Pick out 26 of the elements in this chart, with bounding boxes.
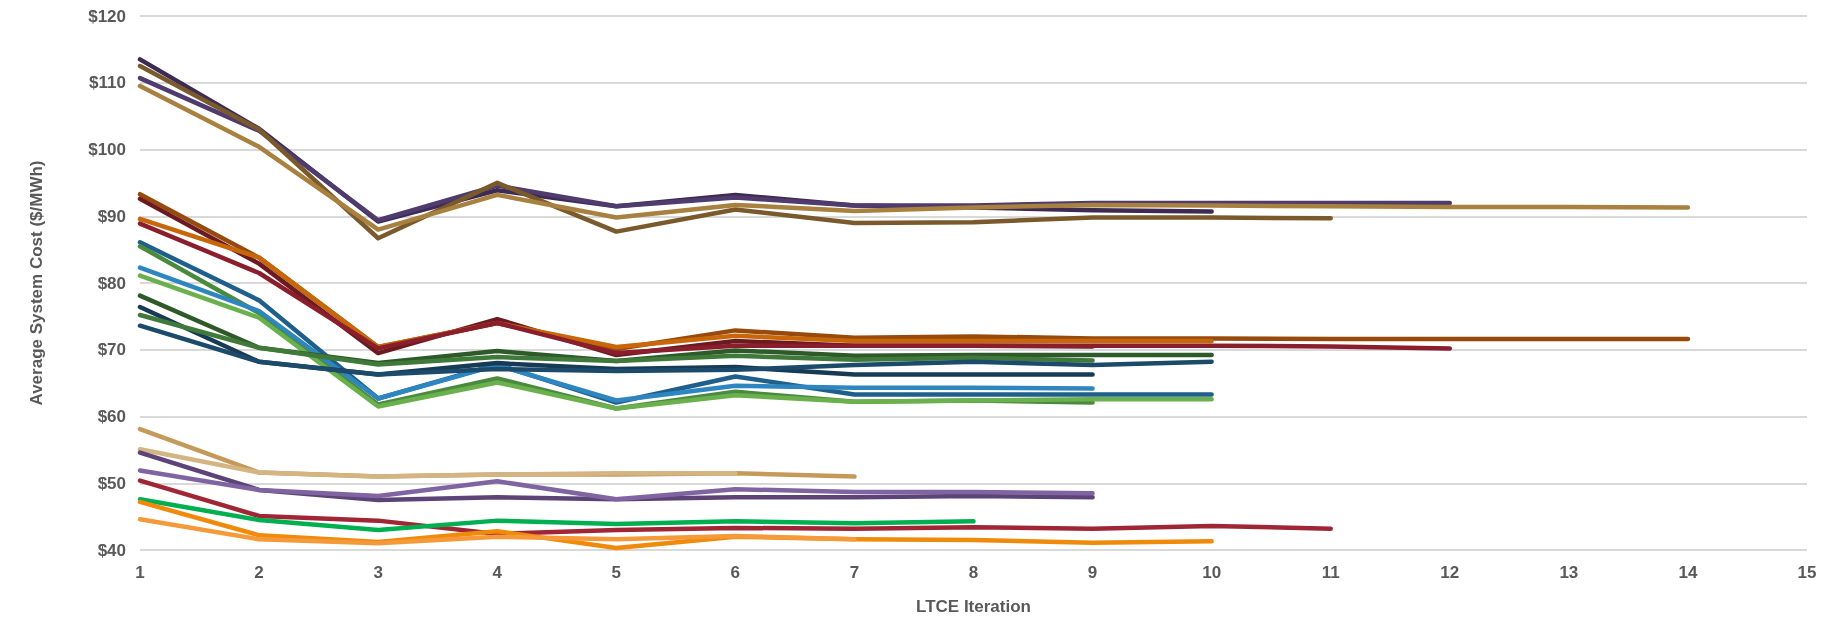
y-tick-label: $110 (89, 73, 126, 93)
y-tick-label: $40 (97, 540, 126, 560)
x-tick-label: 7 (849, 563, 860, 582)
x-tick-label: 15 (1797, 563, 1817, 582)
x-tick-label: 10 (1202, 563, 1222, 582)
y-tick-label: $50 (97, 473, 126, 493)
x-tick-label: 1 (135, 563, 145, 582)
x-tick-label: 2 (254, 563, 264, 582)
y-tick-label: $70 (97, 340, 126, 360)
x-tick-label: 5 (611, 563, 622, 582)
x-tick-label: 11 (1321, 563, 1340, 582)
x-tick-label: 12 (1440, 563, 1460, 582)
x-tick-label: 6 (730, 563, 741, 582)
y-axis-title: Average System Cost ($/MWh) (27, 160, 46, 406)
x-tick-label: 9 (1087, 563, 1098, 582)
y-tick-label: $120 (88, 6, 126, 26)
x-tick-label: 3 (373, 563, 383, 582)
x-tick-label: 8 (968, 563, 979, 582)
y-tick-label: $100 (88, 140, 126, 159)
x-tick-label: 14 (1678, 563, 1698, 582)
x-tick-label: 13 (1559, 563, 1579, 582)
x-axis-title: LTCE Iteration (916, 597, 1031, 616)
y-tick-label: $60 (97, 407, 126, 426)
y-tick-label: $90 (97, 206, 126, 226)
x-tick-label: 4 (492, 563, 503, 582)
y-tick-label: $80 (97, 273, 126, 293)
